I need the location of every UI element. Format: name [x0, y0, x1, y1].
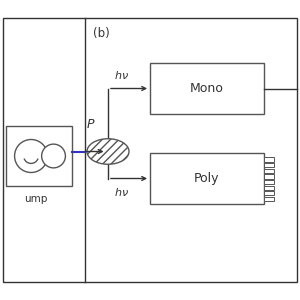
Text: Poly: Poly: [194, 172, 220, 185]
Bar: [264, 158, 274, 162]
Bar: [150, 153, 264, 204]
Bar: [150, 63, 264, 114]
Text: P: P: [87, 118, 94, 130]
Bar: [6, 126, 72, 186]
Text: (b): (b): [93, 27, 110, 40]
Text: $h\nu$: $h\nu$: [114, 69, 129, 81]
Bar: [264, 180, 274, 184]
Text: ump: ump: [24, 194, 47, 203]
Bar: [264, 197, 274, 201]
Text: $h\nu$: $h\nu$: [114, 186, 129, 198]
Ellipse shape: [87, 139, 129, 164]
Text: Mono: Mono: [190, 82, 224, 95]
Circle shape: [15, 140, 48, 172]
Bar: [264, 169, 274, 173]
Bar: [264, 163, 274, 167]
Bar: [264, 185, 274, 190]
Bar: [3, 18, 297, 282]
Bar: [264, 191, 274, 195]
Circle shape: [42, 144, 65, 168]
Bar: [264, 174, 274, 178]
